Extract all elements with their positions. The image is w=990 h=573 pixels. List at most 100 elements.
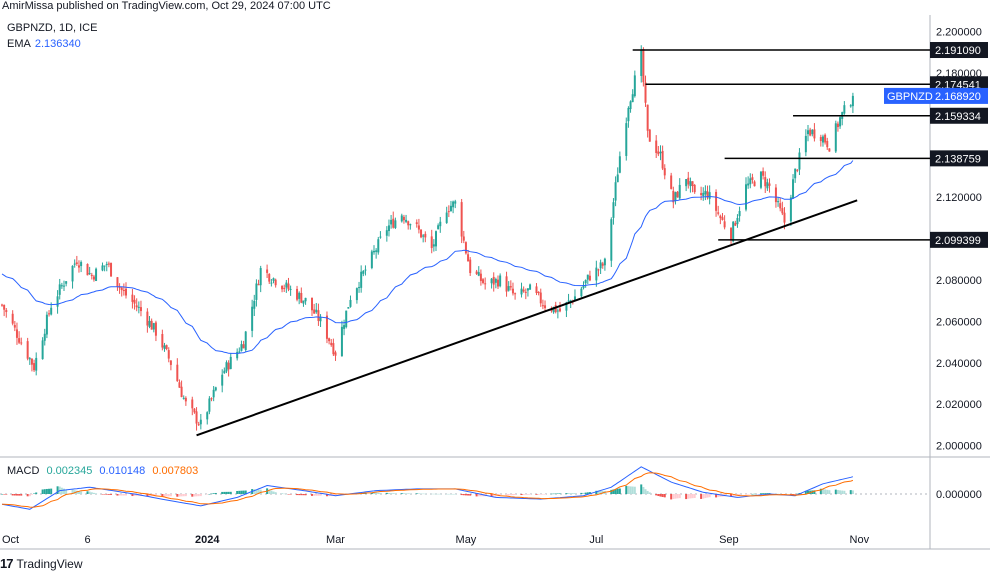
macd-histogram-bar: [257, 489, 260, 494]
candle-body: [454, 201, 457, 204]
macd-histogram-bar: [435, 493, 437, 495]
candle-body: [492, 276, 495, 285]
tradingview-footer: 17 TradingView: [0, 556, 83, 571]
candle-body: [50, 307, 53, 315]
macd-histogram-bar: [499, 494, 502, 496]
macd-histogram-bar: [507, 494, 510, 496]
macd-histogram-bar: [708, 494, 711, 498]
candle-body: [285, 282, 288, 288]
candle-body: [689, 181, 692, 187]
macd-histogram-bar: [377, 492, 380, 494]
macd-histogram-bar: [464, 494, 467, 496]
macd-histogram-bar: [5, 494, 8, 495]
macd-histogram-bar: [283, 493, 286, 495]
candle-body: [210, 398, 213, 400]
candle-body: [843, 105, 846, 114]
macd-histogram-bar: [796, 493, 799, 495]
macd-histogram-bar: [567, 493, 570, 494]
macd-histogram-bar: [511, 494, 514, 496]
candle-body: [807, 130, 809, 135]
candle-body: [229, 356, 232, 369]
macd-histogram-bar: [599, 490, 602, 494]
candle-body: [362, 270, 365, 274]
candle-body: [236, 351, 239, 359]
candle-body: [313, 309, 316, 314]
candle-body: [693, 184, 696, 193]
macd-histogram-bar: [764, 493, 767, 494]
candle-body: [355, 288, 358, 301]
macd-histogram-bar: [843, 490, 846, 494]
candle-body: [73, 263, 76, 265]
macd-histogram-bar: [642, 487, 645, 494]
macd-histogram-bar: [223, 491, 226, 494]
candle-body: [417, 225, 420, 230]
candle-body: [700, 193, 703, 195]
candle-body: [789, 197, 792, 222]
macd-histogram-bar: [193, 494, 196, 497]
candle-body: [445, 212, 448, 223]
macd-histogram-bar: [522, 494, 525, 495]
macd-histogram-bar: [537, 494, 540, 495]
macd-histogram-bar: [556, 493, 559, 494]
candle-body: [462, 236, 465, 241]
macd-histogram-bar: [836, 490, 839, 494]
candle-body: [364, 269, 367, 271]
ema-label: EMA: [7, 38, 31, 50]
macd-histogram-bar: [524, 494, 527, 495]
candle-body: [242, 344, 245, 349]
macd-histogram-bar: [30, 494, 33, 495]
macd-histogram-bar: [520, 494, 523, 496]
macd-histogram-bar: [63, 488, 65, 494]
macd-histogram-bar: [73, 490, 76, 494]
candle-body: [379, 236, 382, 238]
candle-body: [430, 236, 433, 249]
macd-histogram-bar: [272, 491, 275, 494]
macd-histogram-bar: [730, 494, 733, 497]
candle-body: [253, 300, 256, 309]
macd-histogram-bar: [794, 494, 797, 495]
price-tick-label: 2.060000: [936, 316, 982, 328]
candle-body: [749, 178, 752, 185]
candle-body: [300, 292, 303, 303]
time-tick-label: Oct: [2, 534, 19, 546]
macd-line-value: 0.010148: [99, 465, 146, 477]
macd-histogram-bar: [191, 494, 194, 497]
macd-histogram-bar: [165, 494, 168, 497]
macd-histogram-bar: [133, 494, 136, 496]
macd-histogram-bar: [274, 492, 277, 494]
candle-body: [524, 291, 527, 293]
candle-body: [599, 262, 602, 269]
candle-body: [360, 271, 363, 288]
macd-histogram-bar: [392, 493, 395, 494]
macd-histogram-bar: [206, 494, 209, 495]
price-level-tag: [930, 231, 988, 248]
candle-body: [103, 265, 106, 267]
macd-histogram-bar: [851, 490, 854, 494]
candle-body: [385, 230, 388, 236]
candle-body: [796, 169, 799, 171]
macd-histogram-bar: [268, 489, 271, 494]
macd-label: MACD: [7, 465, 40, 477]
macd-histogram-bar: [706, 494, 709, 498]
candle-body: [33, 363, 36, 371]
candle-body: [26, 341, 29, 359]
candle-body: [152, 323, 155, 330]
macd-histogram-bar: [573, 493, 576, 494]
macd-histogram-bar: [828, 490, 831, 494]
candle-body: [370, 251, 373, 268]
candle-body: [304, 297, 307, 302]
candle-body: [582, 285, 585, 289]
macd-histogram-bar: [298, 494, 301, 496]
candle-body: [238, 351, 241, 353]
candle-body: [633, 75, 636, 97]
macd-histogram-bar: [702, 494, 705, 499]
macd-histogram-bar: [28, 494, 31, 497]
candle-body: [798, 152, 801, 170]
candle-body: [732, 221, 735, 242]
macd-histogram-bar: [285, 493, 288, 495]
candle-body: [821, 136, 824, 143]
candle-body: [15, 329, 18, 338]
macd-histogram-bar: [259, 489, 262, 494]
